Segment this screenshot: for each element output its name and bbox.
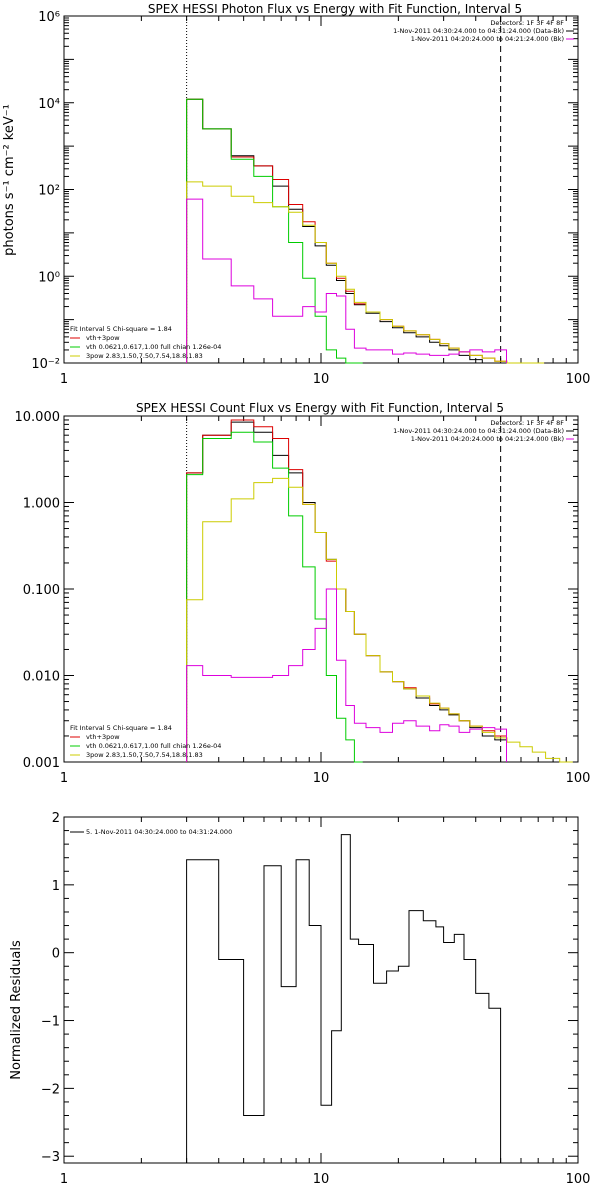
photon-series-line [186,198,507,363]
count-flux-panel: SPEX HESSI Count Flux vs Energy with Fit… [15,401,591,786]
photon-y-tick-label: 10⁶ [38,10,60,25]
photon-info-text: 1-Nov-2011 04:30:24.000 to 04:31:24.000 … [393,27,564,35]
count-y-tick-label: 0.100 [23,583,60,598]
photon-x-tick-label: 100 [566,372,591,387]
count-legend-text: vth 0.0621,0.617,1.00 full chian 1.26e-0… [86,742,221,750]
count-y-tick-label: 1.000 [23,497,60,512]
residual-x-tick-label: 100 [566,1172,591,1187]
photon-info-text: 1-Nov-2011 04:20:24.000 to 04:21:24.000 … [411,35,564,43]
residual-y-tick-label: 0 [52,947,60,962]
residual-legend-text: 5. 1-Nov-2011 04:30:24.000 to 04:31:24.0… [86,828,232,836]
residuals-y-label: Normalized Residuals [9,940,24,1080]
count-x-tick-label: 100 [566,771,591,786]
count-y-tick-label: 0.010 [23,670,60,685]
count-info-text: Detectors: 1F 3F 4F 8F [490,419,564,427]
photon-legend-text: Fit Interval 5 Chi-square = 1.84 [70,325,172,333]
count-legend-text: Fit Interval 5 Chi-square = 1.84 [70,724,172,732]
residual-x-tick-label: 10 [313,1172,330,1187]
residual-y-tick-label: −3 [41,1150,60,1165]
photon-series-line [186,98,545,364]
residuals-plot: 1 10 100 −3 −2 −1 0 1 2 5. 1-Nov-2011 04:30:24.00… [41,811,591,1187]
count-legend-text: vth+3pow [86,733,120,741]
photon-y-tick-label: 10⁰ [38,270,60,285]
photon-legend-text: vth 0.0621,0.617,1.00 full chian 1.26e-0… [86,343,221,351]
residual-y-tick-label: −1 [41,1015,60,1030]
residual-series-line [186,834,502,1163]
photon-flux-panel: SPEX HESSI Photon Flux vs Energy with Fi… [2,2,590,387]
residuals-panel: Normalized Residuals 1 10 100 −3 −2 −1 0 1 2 5. 1… [9,811,590,1187]
photon-legend-text: 3pow 2.83,1.50,7.50,7.54,18.8,1.83 [86,352,203,360]
count-series-line [186,588,507,762]
photon-x-tick-label: 10 [313,372,330,387]
photon-flux-plot: 1 10 100 10⁻² 10⁰ 10² 10⁴ 10⁶ Fit Interval 5 Chi… [31,10,590,387]
count-x-tick-label: 10 [313,771,330,786]
count-y-tick-label: 0.001 [23,756,60,771]
count-info-text: 1-Nov-2011 04:20:24.000 to 04:21:24.000 … [411,435,564,443]
photon-flux-y-label: photons s⁻¹ cm⁻² keV⁻¹ [2,104,17,256]
photon-series-line [186,181,545,364]
count-x-tick-label: 1 [60,771,68,786]
count-legend-text: 3pow 2.83,1.50,7.50,7.54,18.8,1.83 [86,751,203,759]
residual-y-tick-label: 1 [52,879,60,894]
photon-flux-title: SPEX HESSI Photon Flux vs Energy with Fi… [148,2,522,16]
photon-y-tick-label: 10⁴ [38,97,60,112]
count-info-text: 1-Nov-2011 04:30:24.000 to 04:31:24.000 … [393,427,564,435]
residual-y-tick-label: −2 [41,1082,60,1097]
photon-series-line [186,98,363,364]
residual-y-tick-label: 2 [52,811,60,826]
count-flux-plot: 1 10 100 0.001 0.010 0.100 1.000 10.000 Fit Inte… [15,410,591,786]
count-series-line [186,419,507,762]
photon-info-text: Detectors: 1F 3F 4F 8F [490,19,564,27]
residual-x-tick-label: 1 [60,1172,68,1187]
photon-x-tick-label: 1 [60,372,68,387]
count-series-line [186,431,363,763]
count-flux-title: SPEX HESSI Count Flux vs Energy with Fit… [136,401,504,415]
count-series-line [186,477,573,763]
photon-y-tick-label: 10⁻² [31,357,60,372]
photon-y-tick-label: 10² [38,184,60,199]
photon-legend-text: vth+3pow [86,334,120,342]
count-series-line [186,421,507,762]
photon-series-line [186,98,507,364]
count-y-tick-label: 10.000 [15,410,61,425]
